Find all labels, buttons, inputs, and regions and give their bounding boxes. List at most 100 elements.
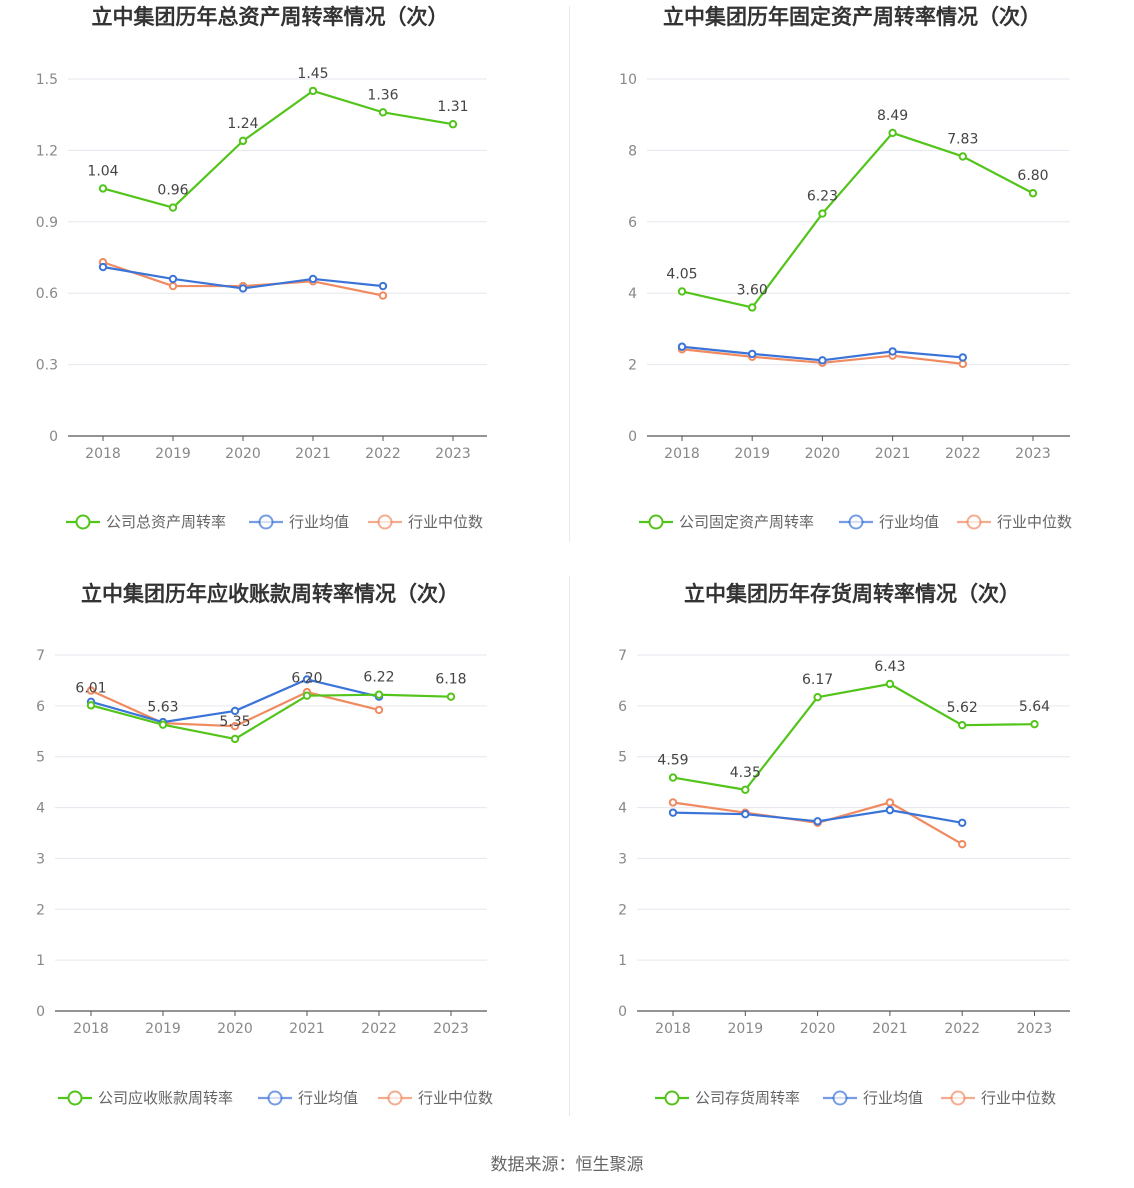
data-point-median xyxy=(230,722,240,731)
panel-divider xyxy=(569,6,570,542)
data-point-company xyxy=(238,136,248,146)
data-point-avg xyxy=(168,274,178,284)
data-point-avg xyxy=(308,274,318,284)
y-tick-label: 6 xyxy=(36,699,45,715)
data-point-median xyxy=(958,839,967,849)
data-point-avg xyxy=(378,281,388,291)
legend-label: 行业均值 xyxy=(289,513,349,531)
data-point-median xyxy=(885,798,895,807)
data-label: 6.01 xyxy=(75,680,106,696)
chart-svg-total-asset-turnover: 立中集团历年总资产周转率情况（次） 0 0.3 0.6 0.9 1.2 1.5 2018 201… xyxy=(36,5,487,531)
data-point-company xyxy=(677,287,687,296)
data-point-company xyxy=(1028,189,1038,198)
legend-marker xyxy=(67,1090,83,1106)
data-label: 1.24 xyxy=(227,116,258,132)
y-tick-label: 4 xyxy=(36,801,45,817)
legend-marker xyxy=(832,1090,848,1106)
legend-label: 公司存货周转率 xyxy=(695,1089,800,1107)
data-point-company xyxy=(302,691,312,700)
x-tick-label: 2021 xyxy=(872,1021,908,1037)
legend-label: 公司总资产周转率 xyxy=(106,513,226,531)
y-tick-label: 5 xyxy=(618,750,627,766)
y-tick-label: 10 xyxy=(619,72,637,88)
data-point-median xyxy=(378,291,388,300)
data-label: 4.05 xyxy=(666,266,697,282)
x-tick-label: 2023 xyxy=(435,446,471,462)
data-point-median xyxy=(374,705,384,715)
data-label: 4.35 xyxy=(730,765,761,781)
x-tick-label: 2022 xyxy=(945,446,981,462)
data-point-avg xyxy=(748,349,757,359)
chart-svg-inventory-turnover: 立中集团历年存货周转率情况（次） 0 1 2 3 4 5 6 7 2018 2019 2020 2021… xyxy=(618,582,1070,1107)
y-tick-label: 0.3 xyxy=(36,358,58,374)
data-label: 7.83 xyxy=(947,131,978,147)
y-tick-label: 2 xyxy=(36,902,45,918)
x-tick-label: 2018 xyxy=(655,1021,691,1037)
chart-panel-receivable-turnover: 立中集团历年应收账款周转率情况（次） 0 1 2 3 4 5 6 7 2018 2019 2020 20… xyxy=(0,576,567,1146)
y-tick-label: 6 xyxy=(618,699,627,715)
data-point-avg xyxy=(741,809,750,819)
data-point-avg xyxy=(818,356,827,365)
data-point-avg xyxy=(302,675,312,684)
data-point-company xyxy=(86,701,96,710)
data-label: 3.60 xyxy=(737,282,768,298)
legend-label: 行业均值 xyxy=(298,1089,358,1107)
x-tick-label: 2023 xyxy=(1017,1021,1053,1037)
data-label: 4.59 xyxy=(657,753,688,769)
data-point-median xyxy=(168,281,178,291)
data-label: 6.80 xyxy=(1017,168,1048,184)
legend-marker xyxy=(966,514,982,530)
chart-panel-fixed-asset-turnover: 立中集团历年固定资产周转率情况（次） 0 2 4 6 8 10 2018 2019 2020 202… xyxy=(567,0,1134,570)
x-tick-label: 2021 xyxy=(295,446,331,462)
legend-marker xyxy=(258,514,274,530)
y-tick-label: 1 xyxy=(618,953,627,969)
chart-title: 立中集团历年固定资产周转率情况（次） xyxy=(663,5,1041,29)
y-tick-label: 5 xyxy=(36,750,45,766)
legend-item-avg: 行业均值 xyxy=(823,1089,923,1107)
y-tick-label: 7 xyxy=(618,648,627,664)
data-point-company xyxy=(374,690,384,699)
legend-item-avg: 行业均值 xyxy=(258,1089,358,1107)
y-tick-label: 3 xyxy=(618,851,627,867)
chart-title: 立中集团历年总资产周转率情况（次） xyxy=(92,5,449,29)
legend-item-company: 公司应收账款周转率 xyxy=(58,1089,233,1107)
data-label: 0.96 xyxy=(157,183,188,199)
legend-marker xyxy=(648,514,664,530)
data-point-avg xyxy=(958,818,967,828)
data-point-company xyxy=(168,203,178,212)
data-point-avg xyxy=(958,353,967,362)
legend-marker xyxy=(75,514,91,530)
chart-panel-total-asset-turnover: 立中集团历年总资产周转率情况（次） 0 0.3 0.6 0.9 1.2 1.5 2018 201… xyxy=(0,0,567,570)
legend-item-company: 公司存货周转率 xyxy=(655,1089,800,1107)
series-line-company xyxy=(681,131,1034,309)
data-point-avg xyxy=(813,817,822,826)
x-tick-label: 2020 xyxy=(217,1021,253,1037)
legend-item-company: 公司固定资产周转率 xyxy=(639,513,814,531)
data-point-company xyxy=(818,209,827,218)
x-tick-label: 2018 xyxy=(664,446,700,462)
data-point-company xyxy=(378,108,388,117)
data-point-avg xyxy=(888,347,897,356)
data-point-median xyxy=(668,798,678,807)
legend-label: 行业中位数 xyxy=(408,513,483,531)
legend-item-avg: 行业均值 xyxy=(249,513,349,531)
data-label: 6.18 xyxy=(435,672,466,688)
x-tick-label: 2023 xyxy=(1015,446,1051,462)
data-point-avg xyxy=(230,706,240,716)
x-tick-label: 2019 xyxy=(727,1021,763,1037)
data-label: 6.17 xyxy=(802,672,833,688)
chart-title: 立中集团历年存货周转率情况（次） xyxy=(684,582,1020,606)
legend-item-median: 行业中位数 xyxy=(957,513,1072,531)
data-point-company xyxy=(813,693,822,702)
y-tick-label: 0 xyxy=(618,1004,627,1020)
data-point-avg xyxy=(238,284,248,293)
y-tick-label: 0.9 xyxy=(36,215,58,231)
legend-label: 行业均值 xyxy=(879,513,939,531)
x-tick-label: 2020 xyxy=(225,446,261,462)
data-label: 6.22 xyxy=(363,670,394,686)
data-point-company xyxy=(958,152,967,161)
x-tick-label: 2019 xyxy=(155,446,191,462)
data-point-avg xyxy=(98,262,108,272)
legend-marker xyxy=(664,1090,680,1106)
y-tick-label: 3 xyxy=(36,851,45,867)
